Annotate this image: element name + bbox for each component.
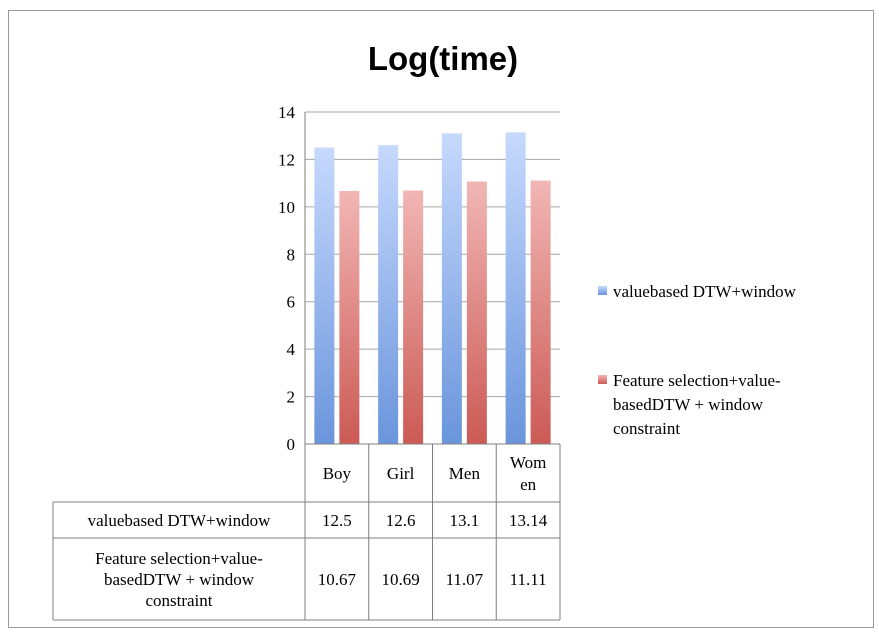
chart-frame <box>8 10 874 628</box>
table-series-name: basedDTW + window <box>104 570 255 589</box>
table-series-name: Feature selection+value- <box>95 549 263 568</box>
y-tick-label: 4 <box>287 340 296 359</box>
table-value: 11.07 <box>446 570 484 589</box>
chart-title: Log(time) <box>367 40 519 77</box>
legend-label: valuebased DTW+window <box>613 282 797 301</box>
table-value: 12.6 <box>386 511 416 530</box>
bar-girl-series-2 <box>403 190 424 444</box>
legend: valuebased DTW+window Feature selection+v… <box>598 282 797 438</box>
table-value: 13.1 <box>450 511 480 530</box>
y-tick-label: 8 <box>287 245 296 264</box>
category-label: Men <box>449 464 481 483</box>
category-label: Wom <box>510 453 546 472</box>
table-value: 12.5 <box>322 511 352 530</box>
y-tick-label: 10 <box>278 198 295 217</box>
bar-men-series-2 <box>466 181 487 445</box>
legend-label: Feature selection+value- <box>613 371 781 390</box>
legend-label: basedDTW + window <box>613 395 764 414</box>
data-table: Boy Girl Men Wom en valuebased DTW+window 12.5… <box>52 112 561 621</box>
y-tick-label: 2 <box>287 388 296 407</box>
bar-girl-series-1 <box>378 145 399 444</box>
legend-swatch <box>598 286 607 295</box>
table-series-name: constraint <box>145 591 212 610</box>
bar-women-series-1 <box>505 132 526 444</box>
bar-boy-series-1 <box>314 147 335 445</box>
y-tick-label: 14 <box>278 103 296 122</box>
y-tick-label: 12 <box>278 150 295 169</box>
bar-boy-series-2 <box>339 190 360 444</box>
bar-women-series-2 <box>530 180 551 444</box>
table-value: 11.11 <box>510 570 547 589</box>
table-series-name: valuebased DTW+window <box>88 511 272 530</box>
y-tick-label: 6 <box>287 293 296 312</box>
legend-swatch <box>598 375 607 384</box>
table-value: 13.14 <box>509 511 548 530</box>
table-value: 10.69 <box>382 570 420 589</box>
y-tick-label: 0 <box>287 435 296 454</box>
bars <box>314 132 551 445</box>
category-label: Girl <box>387 464 415 483</box>
legend-label: constraint <box>613 419 680 438</box>
table-value: 10.67 <box>318 570 357 589</box>
category-label: Boy <box>323 464 352 483</box>
bar-men-series-1 <box>441 133 462 445</box>
category-label: en <box>520 475 537 494</box>
y-tick-labels: 0 2 4 6 8 10 12 14 <box>278 103 296 454</box>
